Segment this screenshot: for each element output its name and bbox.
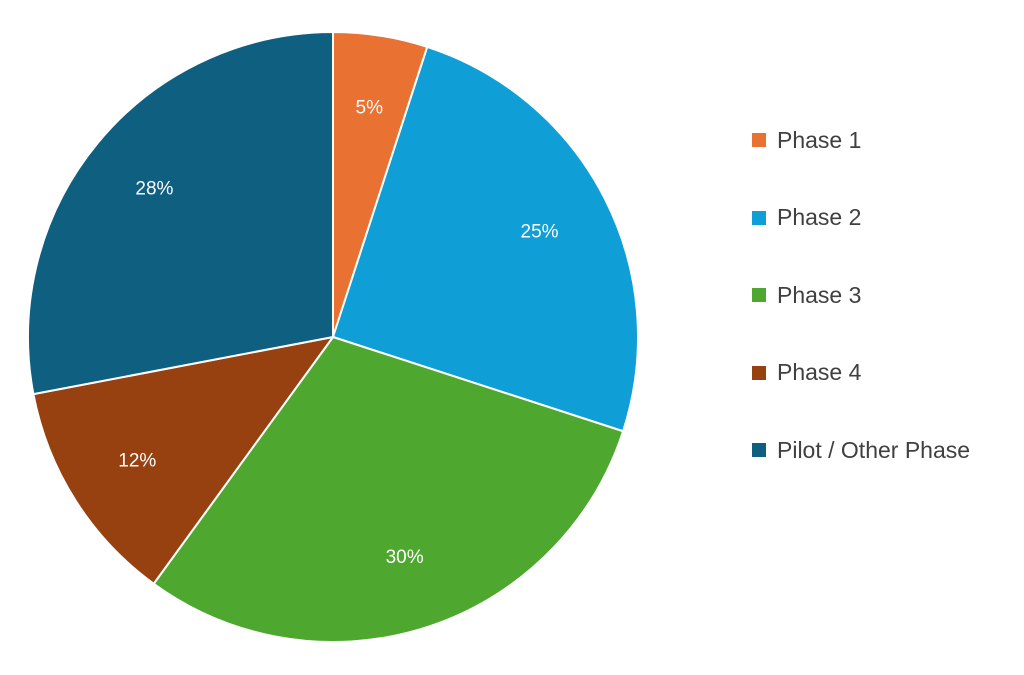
legend-item: Phase 1: [752, 122, 970, 158]
legend-label: Phase 1: [777, 126, 862, 153]
data-label: 25%: [521, 221, 559, 242]
legend-item: Phase 2: [752, 200, 970, 236]
data-label: 5%: [356, 98, 384, 119]
legend-label: Phase 2: [777, 204, 862, 230]
legend-swatch: [752, 365, 766, 380]
legend-item: Pilot / Other Phase: [752, 432, 970, 468]
data-label: 30%: [386, 547, 424, 568]
pie-slice-pilot-other-phase: [27, 31, 334, 396]
data-label: 12%: [118, 451, 156, 472]
legend-label: Pilot / Other Phase: [777, 436, 971, 463]
chart-legend: Phase 1 Phase 2 Phase 3 Phase 4 Pilot / Othe…: [752, 122, 970, 510]
legend-item: Phase 4: [752, 355, 970, 391]
pie-slice-phase-4: [32, 336, 334, 585]
legend-label: Phase 4: [777, 359, 862, 385]
pie-slices: [27, 31, 639, 643]
legend-label: Phase 3: [777, 281, 862, 308]
pie-slice-phase-3: [152, 336, 625, 643]
legend-swatch: [752, 133, 766, 147]
legend-item: Phase 3: [752, 277, 970, 313]
legend-swatch: [752, 288, 766, 302]
legend-swatch: [752, 443, 766, 457]
pie-slice-phase-2: [332, 45, 639, 433]
legend-swatch: [752, 210, 766, 225]
pie-data-labels: 5% 25% 30% 12% 28%: [118, 98, 558, 568]
data-label: 28%: [135, 179, 173, 200]
